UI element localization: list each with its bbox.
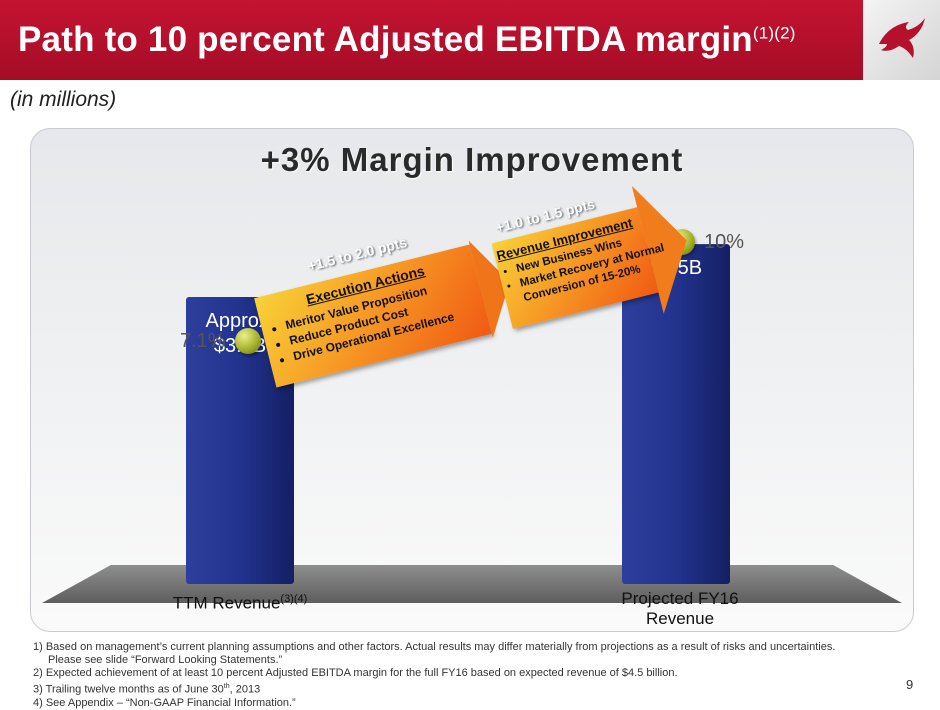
page-number: 9 — [906, 677, 914, 692]
header-bar: Path to 10 percent Adjusted EBITDA margi… — [0, 0, 863, 80]
footnote-1-cont: Please see slide “Forward Looking Statem… — [48, 654, 283, 666]
footnotes: 1) Based on management’s current plannin… — [33, 641, 835, 710]
bar-value-label-fy16: $4.5B — [649, 257, 703, 280]
company-logo — [863, 0, 940, 80]
margin-marker-ttm — [235, 328, 261, 354]
footnote-1: 1) Based on management’s current plannin… — [33, 641, 836, 653]
footnote-2: 2) Expected achievement of at least 10 p… — [33, 667, 678, 679]
bull-logo-icon — [879, 18, 925, 58]
chart-panel — [30, 128, 914, 632]
footnote-3: 3) Trailing twelve months as of June 30t… — [33, 683, 261, 696]
margin-label-ttm: 7.1% — [180, 330, 226, 352]
units-note: (in millions) — [10, 88, 117, 111]
chart-floor — [42, 565, 902, 603]
page-title: Path to 10 percent Adjusted EBITDA margi… — [18, 20, 796, 59]
category-label-ttm: TTM Revenue(3)(4) — [172, 593, 308, 613]
margin-marker-fy16 — [669, 229, 695, 255]
bar-projected-fy16-revenue — [622, 244, 730, 585]
margin-label-fy16: 10% — [704, 231, 745, 253]
chart-title: +3% Margin Improvement — [260, 141, 684, 178]
bar-ttm-revenue — [186, 297, 294, 584]
category-label-fy16: Projected FY16 Revenue — [621, 589, 739, 628]
footnote-4: 4) See Appendix – “Non-GAAP Financial In… — [33, 696, 296, 709]
title-footnote-ref: (1)(2) — [752, 23, 796, 43]
